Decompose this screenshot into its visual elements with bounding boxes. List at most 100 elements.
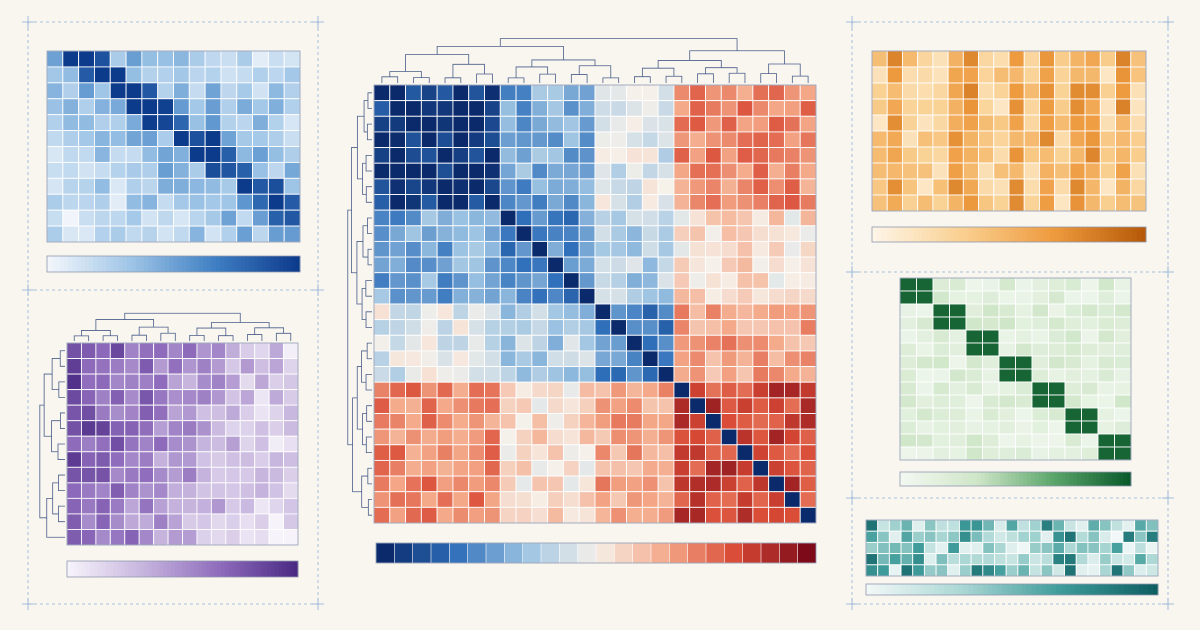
heatmap-cell xyxy=(254,358,270,375)
heatmap-cell xyxy=(484,162,501,180)
heatmap-cell xyxy=(865,519,879,532)
heatmap-cell xyxy=(799,147,817,164)
heatmap-cell xyxy=(720,350,738,368)
heatmap-cell xyxy=(1052,530,1066,543)
colorbar-bottom-left xyxy=(66,560,299,578)
dendrogram-branch xyxy=(247,334,263,341)
heatmap-cell xyxy=(932,50,949,68)
heatmap-cell xyxy=(1069,114,1086,132)
colorbar-step xyxy=(986,227,992,242)
heatmap-cell xyxy=(641,319,659,336)
heatmap-cell xyxy=(594,444,612,461)
heatmap-cell xyxy=(1040,553,1054,566)
colorbar-step xyxy=(1123,227,1129,242)
heatmap-cell xyxy=(970,519,984,532)
heatmap-cell xyxy=(1110,519,1124,532)
heatmap-cell xyxy=(949,420,967,435)
heatmap-cell xyxy=(917,66,934,84)
heatmap-cell xyxy=(1114,433,1132,448)
colorbar-step xyxy=(950,472,955,486)
heatmap-cell xyxy=(93,82,111,100)
colorbar-step xyxy=(1011,472,1016,486)
heatmap-cell xyxy=(752,287,770,305)
heatmap-cell xyxy=(499,84,517,102)
colorbar-step xyxy=(278,256,284,272)
heatmap-cell xyxy=(80,420,97,437)
colorbar-step xyxy=(274,256,280,272)
heatmap-cell xyxy=(705,115,722,133)
heatmap-cell xyxy=(998,420,1016,435)
heatmap-cell xyxy=(626,428,643,446)
colorbar-step xyxy=(194,561,199,577)
heatmap-cell xyxy=(1099,530,1112,543)
heatmap-cell xyxy=(182,358,198,375)
heatmap-cell xyxy=(153,420,169,437)
heatmap-cell xyxy=(768,428,785,446)
heatmap-cell xyxy=(1115,66,1132,84)
heatmap-cell xyxy=(1023,114,1040,132)
colorbar-step xyxy=(908,227,914,242)
heatmap-cell xyxy=(799,428,817,446)
heatmap-cell xyxy=(689,397,706,414)
dendrogram-branch xyxy=(58,474,65,492)
heatmap-cell xyxy=(420,256,438,274)
heatmap-cell xyxy=(689,459,706,477)
heatmap-cell xyxy=(373,194,391,211)
heatmap-cell xyxy=(978,162,995,180)
heatmap-cell xyxy=(420,272,438,289)
heatmap-cell xyxy=(138,404,155,422)
heatmap-cell xyxy=(783,178,801,195)
heatmap-cell xyxy=(901,194,919,212)
heatmap-cell xyxy=(225,451,241,468)
heatmap-cell xyxy=(167,373,183,391)
heatmap-cell xyxy=(452,428,470,446)
heatmap-cell xyxy=(389,162,407,180)
heatmap-cell xyxy=(1040,541,1054,555)
heatmap-cell xyxy=(141,161,159,179)
colorbar-step xyxy=(101,256,107,272)
heatmap-cell xyxy=(1015,329,1033,344)
colorbar-top-right xyxy=(871,226,1147,243)
heatmap-cell xyxy=(484,397,501,414)
heatmap-cell xyxy=(594,397,612,414)
heatmap-cell xyxy=(1064,420,1082,435)
heatmap-cell xyxy=(578,428,596,446)
dendrogram-branch xyxy=(46,497,65,538)
colorbar-step xyxy=(1119,584,1125,595)
heatmap-cell xyxy=(673,287,691,305)
colorbar-step xyxy=(903,472,909,486)
heatmap-cell xyxy=(562,428,580,446)
colorbar-step xyxy=(1104,227,1110,242)
heatmap-cell xyxy=(484,413,501,430)
heatmap-cell xyxy=(917,178,934,196)
heatmap-cell xyxy=(220,161,238,179)
colorbar-step xyxy=(1060,584,1066,595)
dendrogram-branch xyxy=(365,186,372,203)
heatmap-cell xyxy=(783,256,801,274)
colorbar-step xyxy=(1127,227,1133,242)
heatmap-cell xyxy=(1054,66,1071,84)
heatmap-cell xyxy=(720,131,738,149)
colorbar-step xyxy=(1082,227,1088,242)
heatmap-cell xyxy=(799,319,817,336)
heatmap-cell xyxy=(157,177,174,195)
heatmap-cell xyxy=(468,272,485,289)
heatmap-cell xyxy=(547,256,564,274)
heatmap-cell xyxy=(220,82,238,100)
heatmap-cell xyxy=(499,225,517,242)
heatmap-cell xyxy=(610,240,628,258)
colorbar-step xyxy=(1100,472,1105,486)
heatmap-cell xyxy=(901,66,919,84)
heatmap-cell xyxy=(626,303,643,321)
heatmap-cell xyxy=(268,342,285,359)
heatmap-cell xyxy=(196,451,212,468)
heatmap-cell xyxy=(610,303,628,321)
heatmap-cell xyxy=(157,50,174,68)
heatmap-cell xyxy=(452,131,470,149)
heatmap-cell xyxy=(468,115,485,133)
heatmap-cell xyxy=(998,316,1016,331)
colorbar-step xyxy=(257,256,263,272)
heatmap-cell xyxy=(252,114,269,132)
heatmap-cell xyxy=(578,256,596,274)
heatmap-cell xyxy=(657,303,675,321)
